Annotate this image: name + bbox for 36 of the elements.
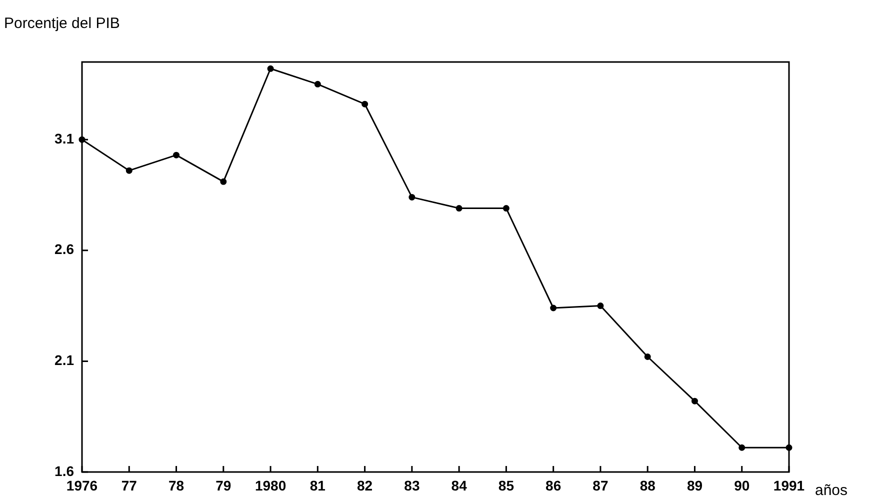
x-tick-label: 1980 xyxy=(254,477,286,494)
point xyxy=(644,354,651,360)
point xyxy=(408,194,416,200)
x-tick-label: 90 xyxy=(734,477,750,494)
x-tick-label: 85 xyxy=(498,477,514,494)
x-tick-label: 83 xyxy=(404,477,420,494)
x-tick-label: 89 xyxy=(686,477,703,494)
x-tick-label: 86 xyxy=(546,477,562,494)
point xyxy=(267,65,274,72)
point xyxy=(173,152,180,158)
y-tick-label: 1.6 xyxy=(54,462,74,479)
x-tick-label: 78 xyxy=(168,477,184,494)
y-axis-title: Porcentje del PIB xyxy=(4,15,120,32)
x-tick-label: 87 xyxy=(592,477,608,494)
y-tick-label: 3.1 xyxy=(54,130,74,146)
point xyxy=(126,167,132,174)
x-tick-label: 82 xyxy=(357,477,373,494)
x-tick-label: 1991 xyxy=(773,477,805,494)
x-axis-title: años xyxy=(815,482,848,500)
point xyxy=(456,205,462,212)
y-tick-label: 2.6 xyxy=(54,241,74,258)
x-tick-label: 88 xyxy=(640,477,656,494)
point xyxy=(691,398,698,404)
x-tick-label: 79 xyxy=(216,477,232,494)
point xyxy=(597,302,604,310)
point xyxy=(502,205,510,212)
x-tick-label: 81 xyxy=(310,477,326,494)
y-tick-label: 2.1 xyxy=(54,352,74,368)
x-tick-label: 84 xyxy=(451,477,468,494)
point xyxy=(220,178,227,185)
point xyxy=(550,304,557,312)
x-tick-label: 1976 xyxy=(66,477,98,494)
point xyxy=(362,100,368,108)
point xyxy=(314,80,321,88)
point xyxy=(738,444,746,451)
x-tick-label: 77 xyxy=(121,477,138,494)
